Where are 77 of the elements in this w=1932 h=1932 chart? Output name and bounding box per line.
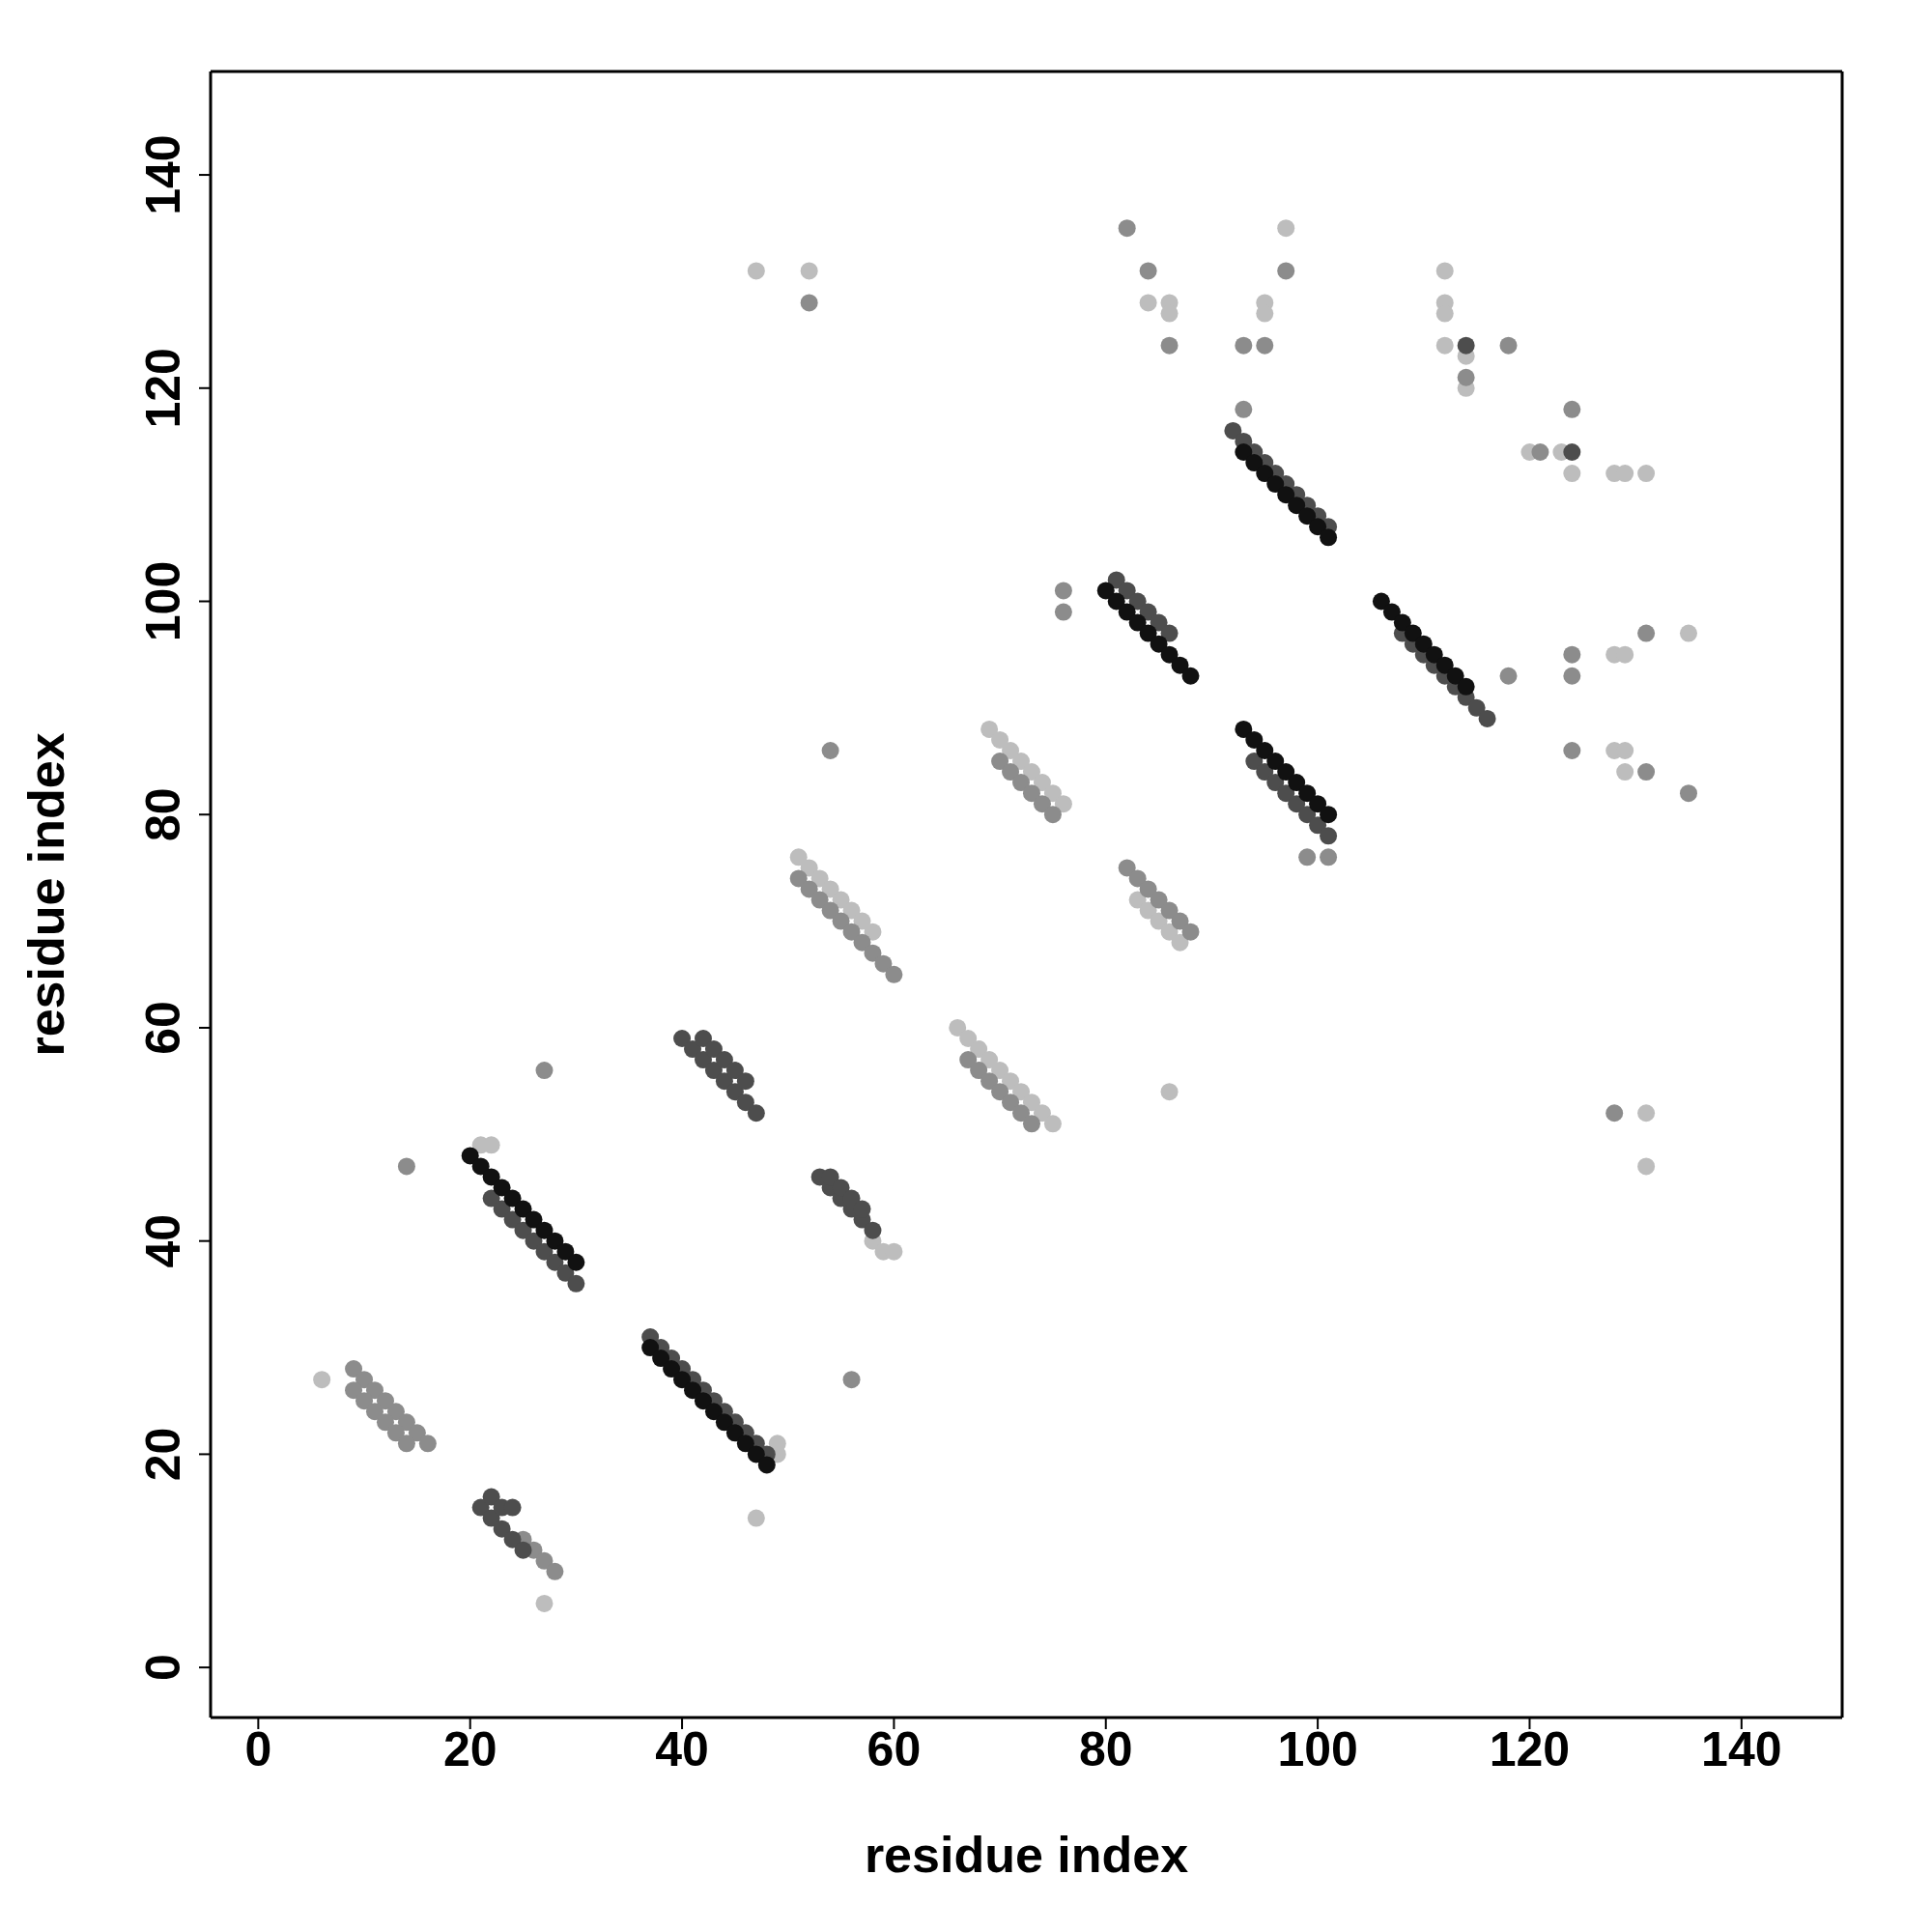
point [1277,763,1295,781]
point [652,1350,670,1368]
point [1245,730,1264,749]
point [715,1413,733,1432]
point [747,1445,765,1463]
point [1096,582,1115,600]
point [641,1339,660,1357]
x-tick-label: 100 [1277,1721,1358,1776]
y-axis-title: residue index [18,732,75,1057]
point [757,1456,776,1474]
point [493,1179,511,1197]
point [1320,528,1338,547]
point [736,1435,754,1453]
y-tick-label: 0 [136,1654,190,1682]
point [1118,603,1136,621]
point [1298,784,1317,803]
x-tick-label: 140 [1701,1721,1782,1776]
point [725,1424,744,1442]
point [1235,443,1253,461]
y-tick-label: 60 [136,1001,190,1055]
point [684,1381,702,1400]
point [1457,677,1475,696]
point [1393,613,1411,632]
point [1320,806,1338,824]
point [1372,592,1390,611]
point [1309,518,1327,536]
x-tick-label: 20 [442,1721,497,1776]
point [704,1403,723,1421]
point [1435,656,1454,674]
point [525,1210,543,1229]
point [1288,497,1306,515]
x-tick-label: 80 [1078,1721,1133,1776]
point [1181,667,1200,685]
point [673,1371,692,1389]
point [1171,656,1189,674]
point [1266,753,1285,771]
point [546,1232,564,1250]
y-tick-label: 100 [136,560,190,642]
y-tick-label: 40 [136,1213,190,1268]
point [1288,774,1306,792]
y-tick-label: 140 [136,134,190,215]
point [1245,454,1264,472]
point [1128,613,1147,632]
point [535,1221,554,1239]
point [1150,635,1168,653]
point [503,1189,522,1208]
y-tick-label: 120 [136,348,190,429]
point [1266,475,1285,494]
point [694,1392,712,1410]
point [1309,795,1327,813]
point [567,1253,585,1271]
point [1139,624,1157,642]
point [1256,465,1274,483]
point [1277,486,1295,504]
point [556,1242,575,1261]
point [1256,742,1274,760]
x-axis-title: residue index [864,1827,1189,1883]
point [663,1360,681,1378]
x-tick-label: 40 [655,1721,709,1776]
x-tick-label: 60 [867,1721,922,1776]
x-tick-label: 120 [1489,1721,1571,1776]
point [461,1147,479,1165]
point [1298,507,1317,526]
point [1235,720,1253,738]
point [1382,603,1401,621]
point [471,1157,490,1176]
point [1446,667,1464,685]
point [1414,635,1433,653]
y-tick-label: 20 [136,1427,190,1482]
point [1107,592,1125,611]
point [482,1168,500,1186]
y-tick-label: 80 [136,787,190,842]
point [1404,624,1422,642]
x-tick-label: 0 [244,1721,272,1776]
point [1425,645,1443,664]
point [1160,645,1179,664]
point [514,1200,532,1218]
